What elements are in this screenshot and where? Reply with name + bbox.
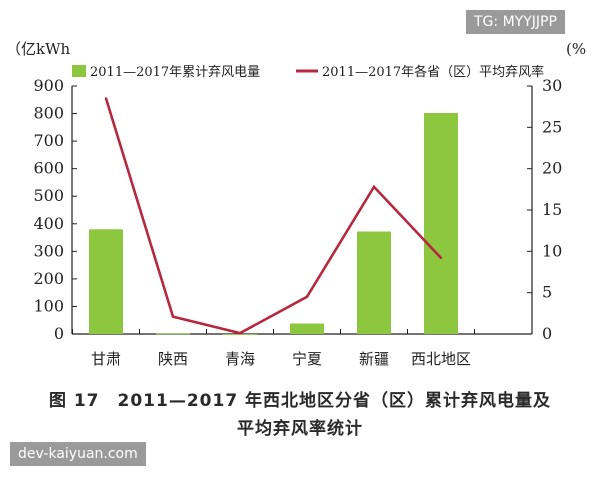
- y-right-tick-label: 0: [542, 324, 552, 343]
- figure-caption-line1: 图 17 2011—2017 年西北地区分省（区）累计弃风电量及: [48, 391, 552, 411]
- line-point-西北地区: [439, 256, 443, 260]
- line-point-青海: [238, 331, 242, 335]
- legend-label-bar: 2011—2017年累计弃风电量: [90, 65, 260, 80]
- line-point-陕西: [171, 315, 175, 318]
- watermark-top: TG: MYYJJPP: [466, 10, 565, 34]
- abandonment-rate-line: [104, 98, 442, 335]
- y-left-unit-label: （亿kWh: [6, 40, 71, 58]
- y-right-tick-label: 20: [542, 159, 562, 178]
- y-right-tick-label: 30: [542, 76, 562, 95]
- x-category-label: 甘肃: [91, 350, 121, 368]
- legend-swatch-bar: [72, 65, 86, 77]
- y-left-tick-label: 900: [33, 76, 64, 95]
- y-left-tick-label: 0: [54, 324, 64, 343]
- y-left-tick-label: 300: [33, 241, 64, 260]
- y-left-tick-label: 700: [33, 131, 64, 150]
- bar-宁夏: [290, 323, 324, 334]
- bar-甘肃: [89, 229, 123, 334]
- y-right-unit-label: (%: [566, 40, 586, 58]
- y-right-tick-label: 15: [542, 200, 562, 219]
- x-category-label: 西北地区: [411, 350, 471, 368]
- watermark-bottom: dev-kaiyuan.com: [10, 442, 146, 466]
- bar-西北地区: [424, 113, 458, 334]
- x-category-label: 新疆: [359, 350, 389, 368]
- y-left-tick-label: 400: [33, 214, 64, 233]
- figure-caption-line2: 平均弃风率统计: [237, 419, 363, 439]
- x-category-label: 陕西: [158, 350, 188, 368]
- y-left-tick-label: 200: [33, 269, 64, 288]
- line-point-宁夏: [305, 295, 309, 298]
- y-left-tick-label: 800: [33, 104, 64, 123]
- y-right-tick-label: 10: [542, 241, 562, 260]
- y-left-tick-label: 500: [33, 186, 64, 205]
- bar-陕西: [156, 333, 190, 335]
- y-right-tick-label: 5: [542, 283, 552, 302]
- legend-label-line: 2011—2017年各省（区）平均弃风率: [322, 64, 544, 80]
- y-left-tick-label: 100: [33, 296, 64, 315]
- bar-新疆: [357, 231, 391, 334]
- line-point-新疆: [372, 185, 376, 189]
- x-category-label: 宁夏: [292, 350, 322, 368]
- x-category-label: 青海: [225, 350, 255, 368]
- y-left-tick-label: 600: [33, 159, 64, 178]
- combo-chart: 0 100 200 300 400 500 600 700 800 900 0 5 10 15 20 25 30…: [6, 40, 586, 368]
- y-right-tick-label: 25: [542, 117, 562, 136]
- line-point-甘肃: [104, 97, 108, 100]
